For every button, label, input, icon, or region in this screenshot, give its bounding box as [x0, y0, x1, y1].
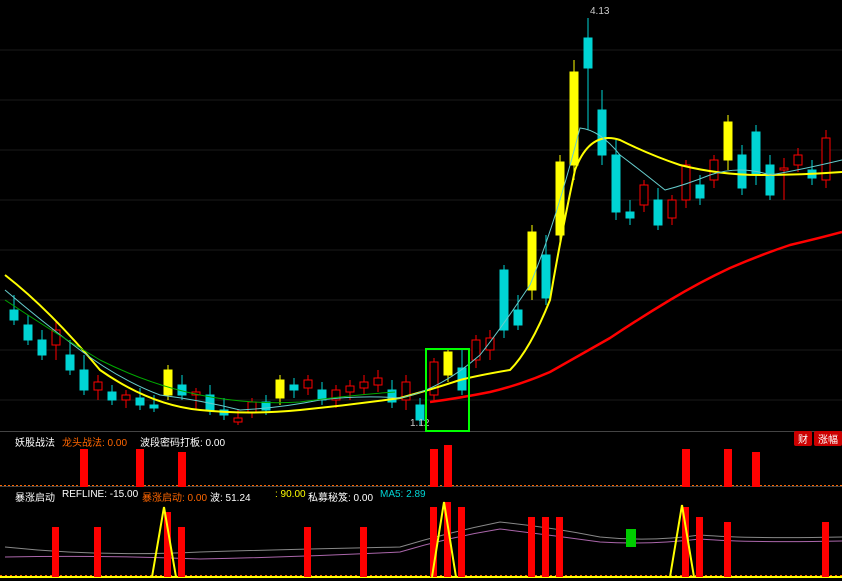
main-chart-svg [0, 0, 842, 432]
indicator-panel-2[interactable]: 暴涨启动 REFLINE: -15.00 暴涨启动: 0.00波: 51.24 : 9… [0, 487, 842, 581]
indicator-2-label: MA5: 2.89 [380, 489, 426, 500]
badge-zhangfu: 涨幅 [814, 431, 842, 446]
indicator-panel-1[interactable]: 妖股战法龙头战法: 0.00 波段密码打板: 0.00 财 涨幅 [0, 432, 842, 487]
price-high-label: 4.13 [590, 6, 609, 17]
indicator-2-label: REFLINE: -15.00 [62, 489, 138, 500]
indicator-1-label: 妖股战法 [15, 434, 55, 449]
indicator-2-label: 波: 51.24 [210, 489, 251, 504]
indicator-2-label: : 90.00 [275, 489, 306, 500]
badge-cai: 财 [794, 431, 812, 446]
highlight-box [425, 348, 470, 432]
main-candlestick-panel[interactable]: 4.13 1.12 [0, 0, 842, 432]
indicator-1-label: 波段密码打板: 0.00 [140, 434, 225, 449]
indicator-1-label: 龙头战法: 0.00 [62, 434, 127, 449]
indicator-2-svg [0, 487, 842, 581]
chart-container: 4.13 1.12 妖股战法龙头战法: 0.00 波段密码打板: 0.00 财 涨… [0, 0, 842, 581]
indicator-2-label: 私募秘笈: 0.00 [308, 489, 373, 504]
indicator-2-label: 暴涨启动: 0.00 [142, 489, 207, 504]
indicator-2-label: 暴涨启动 [15, 489, 55, 504]
